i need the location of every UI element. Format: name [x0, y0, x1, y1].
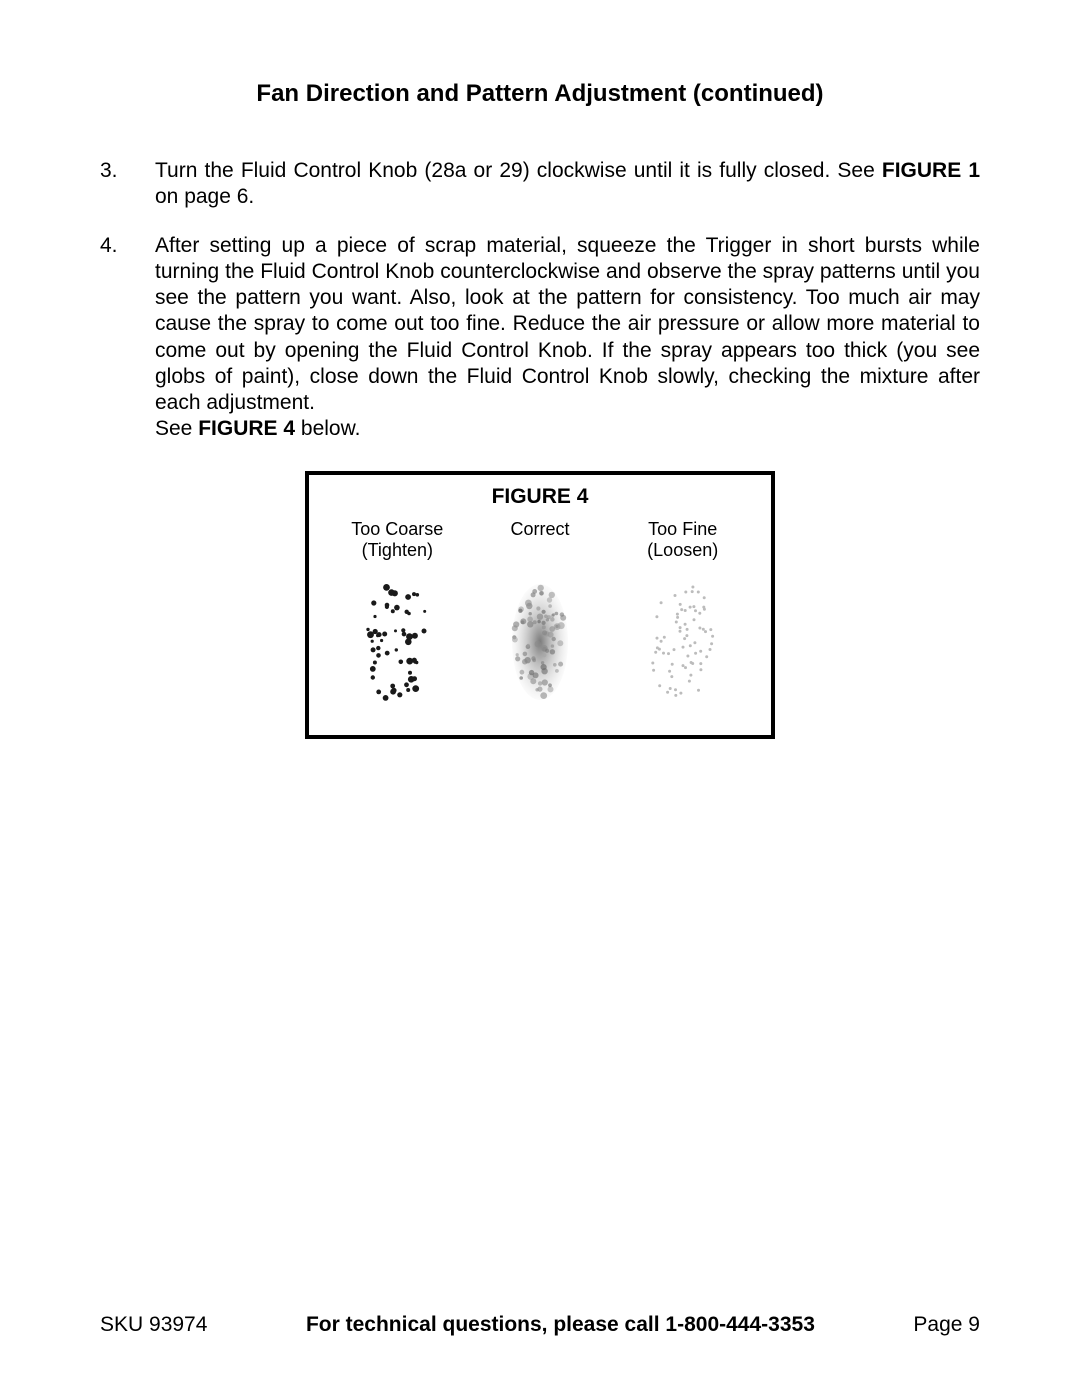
col-label-1: Correct	[470, 519, 611, 541]
figure-4-box: FIGURE 4 Too Coarse (Tighten) Correct To…	[305, 471, 775, 740]
item4-line2-bold: FIGURE 4	[198, 417, 295, 440]
figure-col-fine: Too Fine (Loosen)	[612, 519, 753, 718]
page-title: Fan Direction and Pattern Adjustment (co…	[100, 80, 980, 108]
footer-page: Page 9	[913, 1313, 980, 1337]
spray-pattern-coarse	[357, 572, 437, 712]
figure-title: FIGURE 4	[327, 485, 753, 509]
col-label-2: (Tighten)	[327, 540, 468, 562]
item3-bold: FIGURE 1	[882, 159, 980, 182]
footer-phone: For technical questions, please call 1-8…	[306, 1313, 815, 1337]
col-label-2	[470, 540, 611, 562]
item3-pre: Turn the Fluid Control Knob (28a or 29) …	[155, 159, 882, 182]
spray-pattern-correct	[500, 572, 580, 712]
item4-line2-pre: See	[155, 417, 198, 440]
footer-sku: SKU 93974	[100, 1313, 207, 1337]
list-number: 3.	[100, 158, 155, 211]
list-number: 4.	[100, 233, 155, 443]
page-footer: SKU 93974 For technical questions, pleas…	[100, 1313, 980, 1337]
item4-text: After setting up a piece of scrap materi…	[155, 234, 980, 415]
list-body: Turn the Fluid Control Knob (28a or 29) …	[155, 158, 980, 211]
list-item-3: 3. Turn the Fluid Control Knob (28a or 2…	[100, 158, 980, 211]
col-label-1: Too Coarse	[327, 519, 468, 541]
figure-col-correct: Correct	[470, 519, 611, 718]
list-body: After setting up a piece of scrap materi…	[155, 233, 980, 443]
item4-line2-post: below.	[295, 417, 360, 440]
list-item-4: 4. After setting up a piece of scrap mat…	[100, 233, 980, 443]
spray-pattern-fine	[643, 572, 723, 712]
item3-post: on page 6.	[155, 185, 254, 208]
figure-columns: Too Coarse (Tighten) Correct Too Fine (L…	[327, 519, 753, 718]
figure-col-coarse: Too Coarse (Tighten)	[327, 519, 468, 718]
col-label-2: (Loosen)	[612, 540, 753, 562]
col-label-1: Too Fine	[612, 519, 753, 541]
